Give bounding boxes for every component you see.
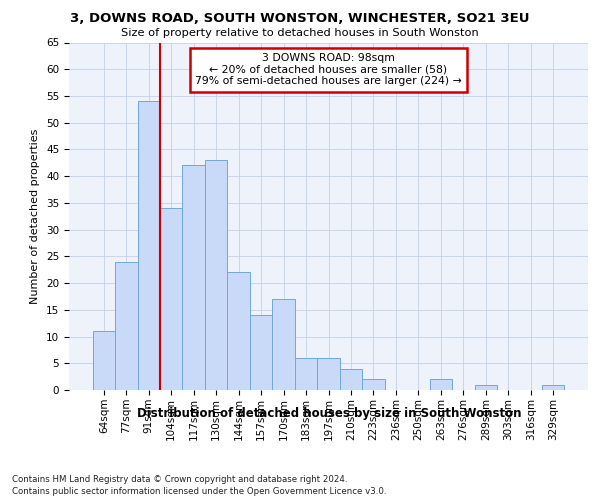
Bar xyxy=(250,315,272,390)
Text: Size of property relative to detached houses in South Wonston: Size of property relative to detached ho… xyxy=(121,28,479,38)
Text: Contains public sector information licensed under the Open Government Licence v3: Contains public sector information licen… xyxy=(12,487,386,496)
Bar xyxy=(475,384,497,390)
Text: 3, DOWNS ROAD, SOUTH WONSTON, WINCHESTER, SO21 3EU: 3, DOWNS ROAD, SOUTH WONSTON, WINCHESTER… xyxy=(70,12,530,26)
Y-axis label: Number of detached properties: Number of detached properties xyxy=(31,128,40,304)
Bar xyxy=(160,208,182,390)
Bar xyxy=(92,331,115,390)
Bar xyxy=(340,368,362,390)
Bar xyxy=(137,102,160,390)
Bar xyxy=(295,358,317,390)
Text: Distribution of detached houses by size in South Wonston: Distribution of detached houses by size … xyxy=(137,408,521,420)
Bar xyxy=(182,166,205,390)
Bar xyxy=(227,272,250,390)
Text: 3 DOWNS ROAD: 98sqm
← 20% of detached houses are smaller (58)
79% of semi-detach: 3 DOWNS ROAD: 98sqm ← 20% of detached ho… xyxy=(195,53,462,86)
Bar xyxy=(362,380,385,390)
Bar xyxy=(115,262,137,390)
Bar xyxy=(430,380,452,390)
Text: Contains HM Land Registry data © Crown copyright and database right 2024.: Contains HM Land Registry data © Crown c… xyxy=(12,475,347,484)
Bar xyxy=(542,384,565,390)
Bar xyxy=(317,358,340,390)
Bar xyxy=(205,160,227,390)
Bar xyxy=(272,299,295,390)
